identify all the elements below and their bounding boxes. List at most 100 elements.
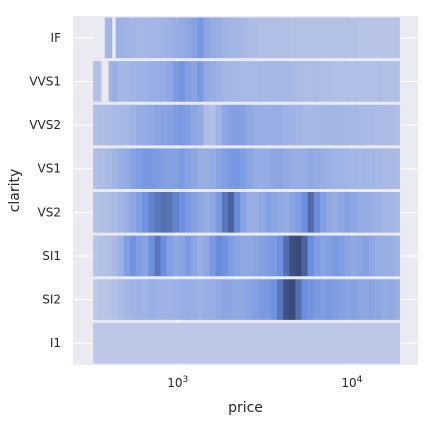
heatmap-cell [93,279,100,320]
heatmap-cell [172,235,180,277]
heatmap-cell [277,322,284,364]
heatmap-cell [185,148,192,189]
heatmap-cell [123,322,131,364]
heatmap-cell [301,17,308,59]
heatmap-cell [221,235,229,277]
heatmap-cell [307,322,315,364]
heatmap-cell [375,104,382,146]
heatmap-cell [203,17,210,59]
heatmap-cell [326,61,333,102]
heatmap-cell [319,192,327,233]
heatmap-cell [148,279,155,320]
heatmap-cell [105,279,112,320]
heatmap-cell [381,279,388,320]
heatmap-cell [252,61,259,102]
heatmap-cell [319,279,327,320]
heatmap-cell [387,192,394,233]
heatmap-cell [135,279,143,320]
heatmap-cell [289,235,296,277]
heatmap-cell [185,17,192,59]
heatmap-cell [234,192,241,233]
heatmap-cell [172,17,180,59]
heatmap-cell [387,61,394,102]
heatmap-cell [326,17,333,59]
heatmap-cell [326,235,333,277]
heatmap-cell [203,322,210,364]
heatmap-cell [381,148,388,189]
heatmap-cell [123,104,131,146]
heatmap-cell [240,148,247,189]
heatmap-cell [362,235,370,277]
heatmap-cell [191,192,198,233]
heatmap-cell [191,104,198,146]
heatmap-cell [166,61,174,102]
heatmap-cell [148,104,155,146]
heatmap-cell [160,148,167,189]
heatmap-cell [197,192,204,233]
empty-cell [101,61,109,102]
y-tick-label: VS2 [38,205,61,219]
heatmap-cell [197,104,204,146]
heatmap-cell [362,279,370,320]
heatmap-cell [301,61,308,102]
heatmap-cell [356,17,364,59]
heatmap-cell [289,192,296,233]
heatmap-cell [344,17,351,59]
heatmap-cell [215,61,223,102]
heatmap-cell [172,192,180,233]
heatmap-cell [283,104,290,146]
heatmap-cell [319,61,327,102]
heatmap-cell [362,192,370,233]
heatmap-cell [313,61,321,102]
heatmap-cell [356,104,364,146]
heatmap-cell [246,17,253,59]
heatmap-cell [368,235,376,277]
heatmap-cell [234,322,241,364]
heatmap-cell [117,148,125,189]
heatmap-cell [111,61,118,102]
heatmap-cell [148,192,155,233]
heatmap-cell [240,17,247,59]
heatmap-cell [338,192,345,233]
heatmap-cell [105,192,112,233]
heatmap-cell [387,322,394,364]
heatmap-cell [319,235,327,277]
heatmap-cell [178,279,186,320]
heatmap-cell [191,279,198,320]
heatmap-cell [295,61,302,102]
heatmap-cell [172,148,180,189]
heatmap-cell [264,17,272,59]
heatmap-cell [393,322,400,364]
heatmap-cell [301,192,308,233]
heatmap-cell [368,104,376,146]
y-tick-label: VS1 [38,162,61,176]
heatmap-cell [185,279,192,320]
heatmap-cell [381,17,388,59]
heatmap-cell [142,148,149,189]
heatmap-cell [332,235,339,277]
heatmap-cell [105,17,112,59]
empty-cell [93,17,105,59]
heatmap-cell [301,104,308,146]
heatmap-cell [142,279,149,320]
heatmap-cell [129,17,137,59]
y-tick-label: VVS2 [29,118,61,132]
heatmap-cell [264,279,272,320]
heatmap-cell [283,17,290,59]
heatmap-cell [105,148,112,189]
heatmap-cell [326,322,333,364]
heatmap-cell [270,235,278,277]
heatmap-cell [387,235,394,277]
heatmap-cell [148,235,155,277]
heatmap-cell [393,61,400,102]
heatmap-cell [326,279,333,320]
heatmap-cell [191,322,198,364]
heatmap-cell [240,104,247,146]
y-tick-label: I1 [50,336,61,350]
heatmap-cell [227,148,235,189]
heatmap-cell [283,235,290,277]
heatmap-cell [227,192,235,233]
heatmap-cell [221,322,229,364]
heatmap-cell [350,279,358,320]
